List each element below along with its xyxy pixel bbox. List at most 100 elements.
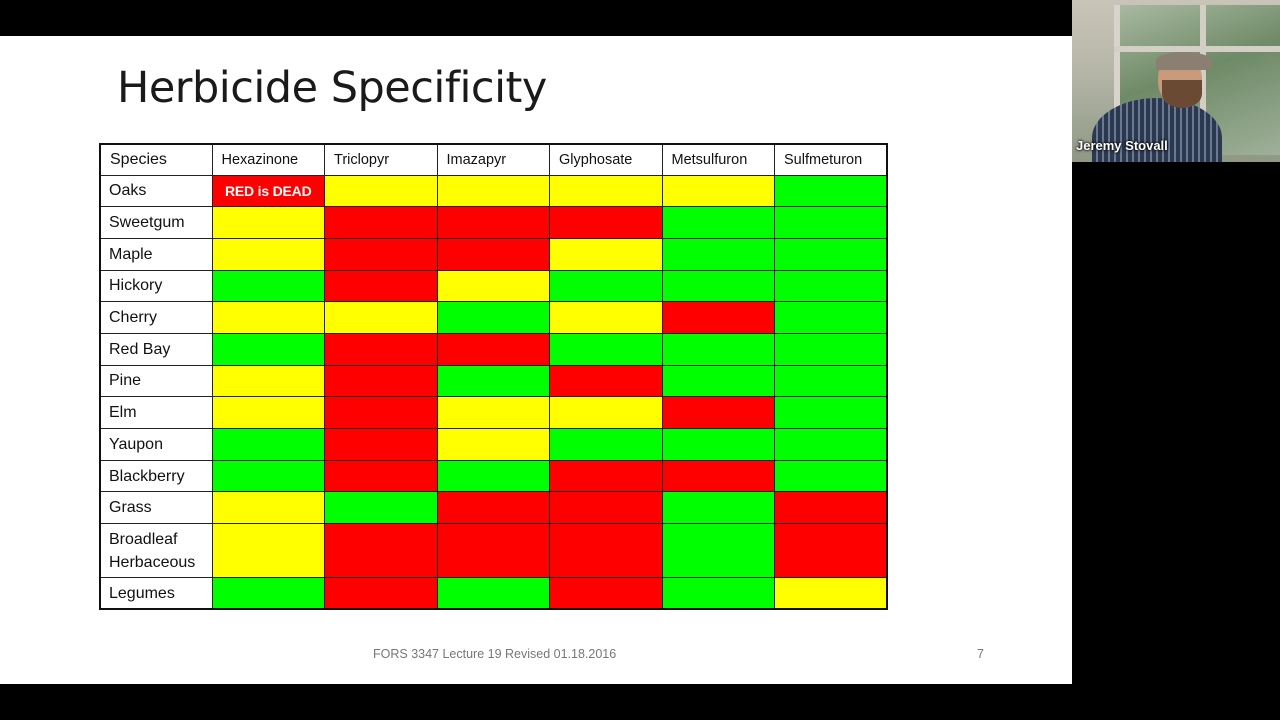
rating-cell-green — [661, 428, 775, 461]
rating-cell-green — [661, 577, 775, 610]
column-header-glyphosate: Glyphosate — [549, 143, 663, 176]
rating-cell-green — [774, 269, 888, 303]
species-name-line: Herbaceous — [109, 553, 196, 571]
rating-cell-red — [324, 237, 438, 271]
rating-cell-yellow — [436, 428, 550, 461]
rating-cell-red: RED is DEAD — [211, 174, 325, 208]
species-name-cell: Grass — [99, 491, 213, 525]
rating-cell-green — [436, 459, 550, 493]
participant-name-label: Jeremy Stovall — [1076, 138, 1168, 153]
rating-cell-green — [661, 237, 775, 271]
rating-cell-green — [211, 428, 325, 461]
rating-cell-red — [549, 364, 663, 398]
rating-cell-red — [661, 459, 775, 493]
species-name-cell: Pine — [99, 364, 213, 398]
rating-cell-green — [774, 301, 888, 334]
rating-cell-red — [324, 459, 438, 493]
rating-cell-yellow — [324, 301, 438, 334]
rating-cell-green — [436, 301, 550, 334]
rating-cell-yellow — [211, 491, 325, 525]
species-name-cell: Red Bay — [99, 332, 213, 366]
rating-cell-red — [549, 459, 663, 493]
rating-cell-yellow — [436, 396, 550, 429]
rating-cell-yellow — [211, 301, 325, 334]
rating-cell-green — [661, 206, 775, 239]
rating-cell-green — [774, 459, 888, 493]
rating-cell-green — [324, 491, 438, 525]
species-name-cell: Oaks — [99, 174, 213, 208]
rating-cell-green — [774, 428, 888, 461]
rating-cell-yellow — [436, 174, 550, 208]
rating-cell-red — [324, 523, 438, 579]
rating-cell-red — [436, 523, 550, 579]
column-header-species: Species — [99, 143, 213, 176]
rating-cell-green — [661, 364, 775, 398]
rating-cell-red — [436, 206, 550, 239]
participant-video-tile[interactable]: Jeremy Stovall — [1072, 0, 1280, 162]
rating-cell-red — [324, 428, 438, 461]
rating-cell-green — [436, 577, 550, 610]
species-name-cell: Broadleaf Herbaceous — [99, 523, 213, 579]
rating-cell-yellow — [436, 269, 550, 303]
table-row: Legumes — [99, 577, 888, 610]
window-mullion — [1114, 46, 1280, 52]
table-header-row: Species Hexazinone Triclopyr Imazapyr Gl… — [99, 143, 888, 176]
rating-cell-red — [324, 396, 438, 429]
rating-cell-yellow — [211, 206, 325, 239]
table-row: Maple — [99, 237, 888, 271]
rating-cell-red — [324, 364, 438, 398]
slide-footer: FORS 3347 Lecture 19 Revised 01.18.2016 — [373, 647, 617, 661]
rating-cell-green — [211, 269, 325, 303]
rating-cell-green — [436, 364, 550, 398]
rating-cell-red — [549, 577, 663, 610]
rating-cell-yellow — [211, 364, 325, 398]
table-row: Cherry — [99, 301, 888, 334]
table-row: Red Bay — [99, 332, 888, 366]
species-name-cell: Blackberry — [99, 459, 213, 493]
rating-cell-yellow — [549, 237, 663, 271]
table-row: Yaupon — [99, 428, 888, 461]
rating-cell-green — [774, 332, 888, 366]
table-row: Sweetgum — [99, 206, 888, 239]
rating-cell-red — [324, 206, 438, 239]
column-header-triclopyr: Triclopyr — [324, 143, 438, 176]
rating-cell-green — [211, 459, 325, 493]
rating-cell-yellow — [774, 577, 888, 610]
species-name-cell: Legumes — [99, 577, 213, 610]
species-name-cell: Yaupon — [99, 428, 213, 461]
rating-cell-green — [774, 364, 888, 398]
rating-cell-yellow — [549, 174, 663, 208]
rating-cell-green — [774, 237, 888, 271]
rating-cell-red — [436, 237, 550, 271]
rating-cell-yellow — [211, 396, 325, 429]
column-header-hexazinone: Hexazinone — [211, 143, 325, 176]
column-header-metsulfuron: Metsulfuron — [661, 143, 775, 176]
slide-page-number: 7 — [977, 647, 984, 661]
table-row: Grass — [99, 491, 888, 525]
table-row: Oaks RED is DEAD — [99, 174, 888, 208]
participant-beard — [1162, 80, 1202, 108]
rating-cell-red — [324, 332, 438, 366]
table-row: Pine — [99, 364, 888, 398]
rating-cell-red — [436, 332, 550, 366]
rating-cell-yellow — [211, 237, 325, 271]
rating-cell-green — [774, 174, 888, 208]
rating-cell-red — [549, 523, 663, 579]
rating-cell-green — [661, 332, 775, 366]
species-name-cell: Hickory — [99, 269, 213, 303]
table-row: Blackberry — [99, 459, 888, 493]
herbicide-specificity-table: Species Hexazinone Triclopyr Imazapyr Gl… — [99, 143, 888, 611]
table-row: Hickory — [99, 269, 888, 303]
participant-body — [1092, 98, 1222, 162]
species-name-cell: Sweetgum — [99, 206, 213, 239]
rating-cell-red — [661, 396, 775, 429]
rating-cell-red — [549, 491, 663, 525]
rating-cell-green — [549, 269, 663, 303]
species-name-cell: Elm — [99, 396, 213, 429]
rating-cell-yellow — [211, 523, 325, 579]
rating-cell-yellow — [661, 174, 775, 208]
rating-cell-red — [324, 577, 438, 610]
species-name-cell: Maple — [99, 237, 213, 271]
rating-cell-green — [211, 577, 325, 610]
rating-cell-red — [324, 269, 438, 303]
